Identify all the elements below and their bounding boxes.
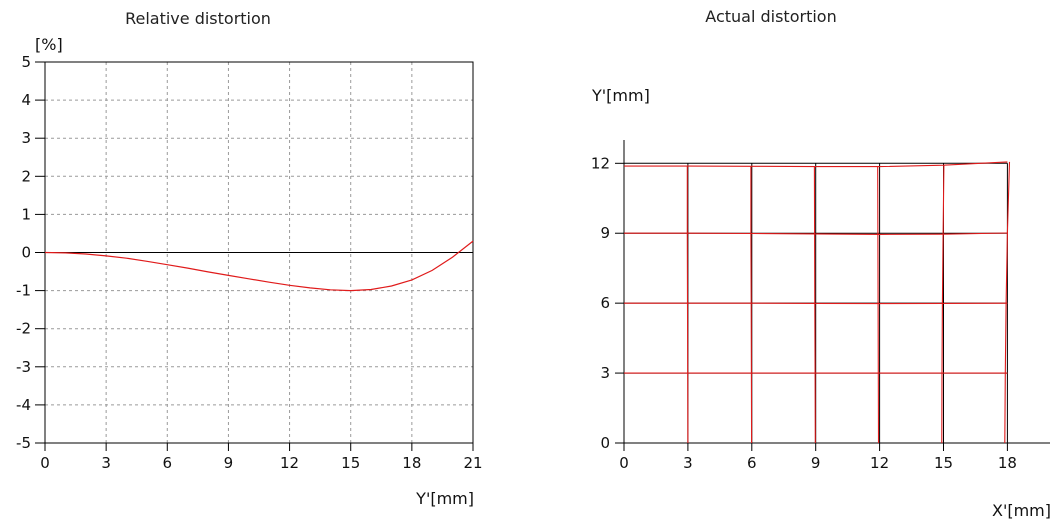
x-tick-label: 0: [619, 454, 629, 472]
y-tick-label: 9: [600, 224, 610, 242]
y-tick-label: 1: [21, 205, 31, 223]
y-tick-label: 3: [21, 129, 31, 147]
distorted-grid-v: [1004, 161, 1011, 444]
relative-y-axis-label: [%]: [35, 35, 63, 54]
x-tick-label: 18: [998, 454, 1017, 472]
x-tick-label: 3: [101, 454, 111, 472]
x-tick-label: 3: [683, 454, 693, 472]
distorted-grid-v: [877, 166, 880, 444]
x-tick-label: 12: [870, 454, 889, 472]
y-tick-label: -5: [16, 434, 31, 452]
x-tick-label: 9: [811, 454, 821, 472]
y-tick-label: -1: [16, 282, 31, 300]
actual-distortion-chart: 12 9 6 3 00 3 6 9 12 15 18: [591, 140, 1050, 472]
y-tick-label: 6: [600, 294, 610, 312]
x-tick-label: 18: [402, 454, 421, 472]
x-tick-label: 21: [463, 454, 482, 472]
y-tick-label: 0: [600, 434, 610, 452]
y-tick-label: -2: [16, 320, 31, 338]
y-tick-label: -3: [16, 358, 31, 376]
actual-x-axis-label: X'[mm]: [992, 501, 1051, 520]
y-tick-label: 12: [591, 154, 610, 172]
y-tick-label: 3: [600, 364, 610, 382]
x-tick-label: 6: [747, 454, 757, 472]
distorted-grid-v: [686, 166, 689, 444]
y-tick-label: 0: [21, 244, 31, 262]
y-tick-label: -4: [16, 396, 31, 414]
distorted-grid-v: [750, 166, 753, 444]
x-tick-label: 0: [40, 454, 50, 472]
x-tick-label: 15: [934, 454, 953, 472]
x-tick-label: 15: [341, 454, 360, 472]
x-tick-label: 9: [224, 454, 234, 472]
distorted-grid-v: [813, 166, 816, 444]
x-tick-label: 12: [280, 454, 299, 472]
y-tick-label: 5: [21, 53, 31, 71]
x-tick-label: 6: [163, 454, 173, 472]
actual-y-axis-label: Y'[mm]: [591, 86, 650, 105]
relative-distortion-title: Relative distortion: [125, 9, 271, 28]
relative-x-axis-label: Y'[mm]: [415, 489, 474, 508]
distortion-curve: [44, 240, 474, 292]
y-tick-label: 4: [21, 91, 31, 109]
distorted-grid-v: [941, 165, 945, 444]
y-tick-label: 2: [21, 167, 31, 185]
actual-distortion-title: Actual distortion: [705, 7, 836, 26]
